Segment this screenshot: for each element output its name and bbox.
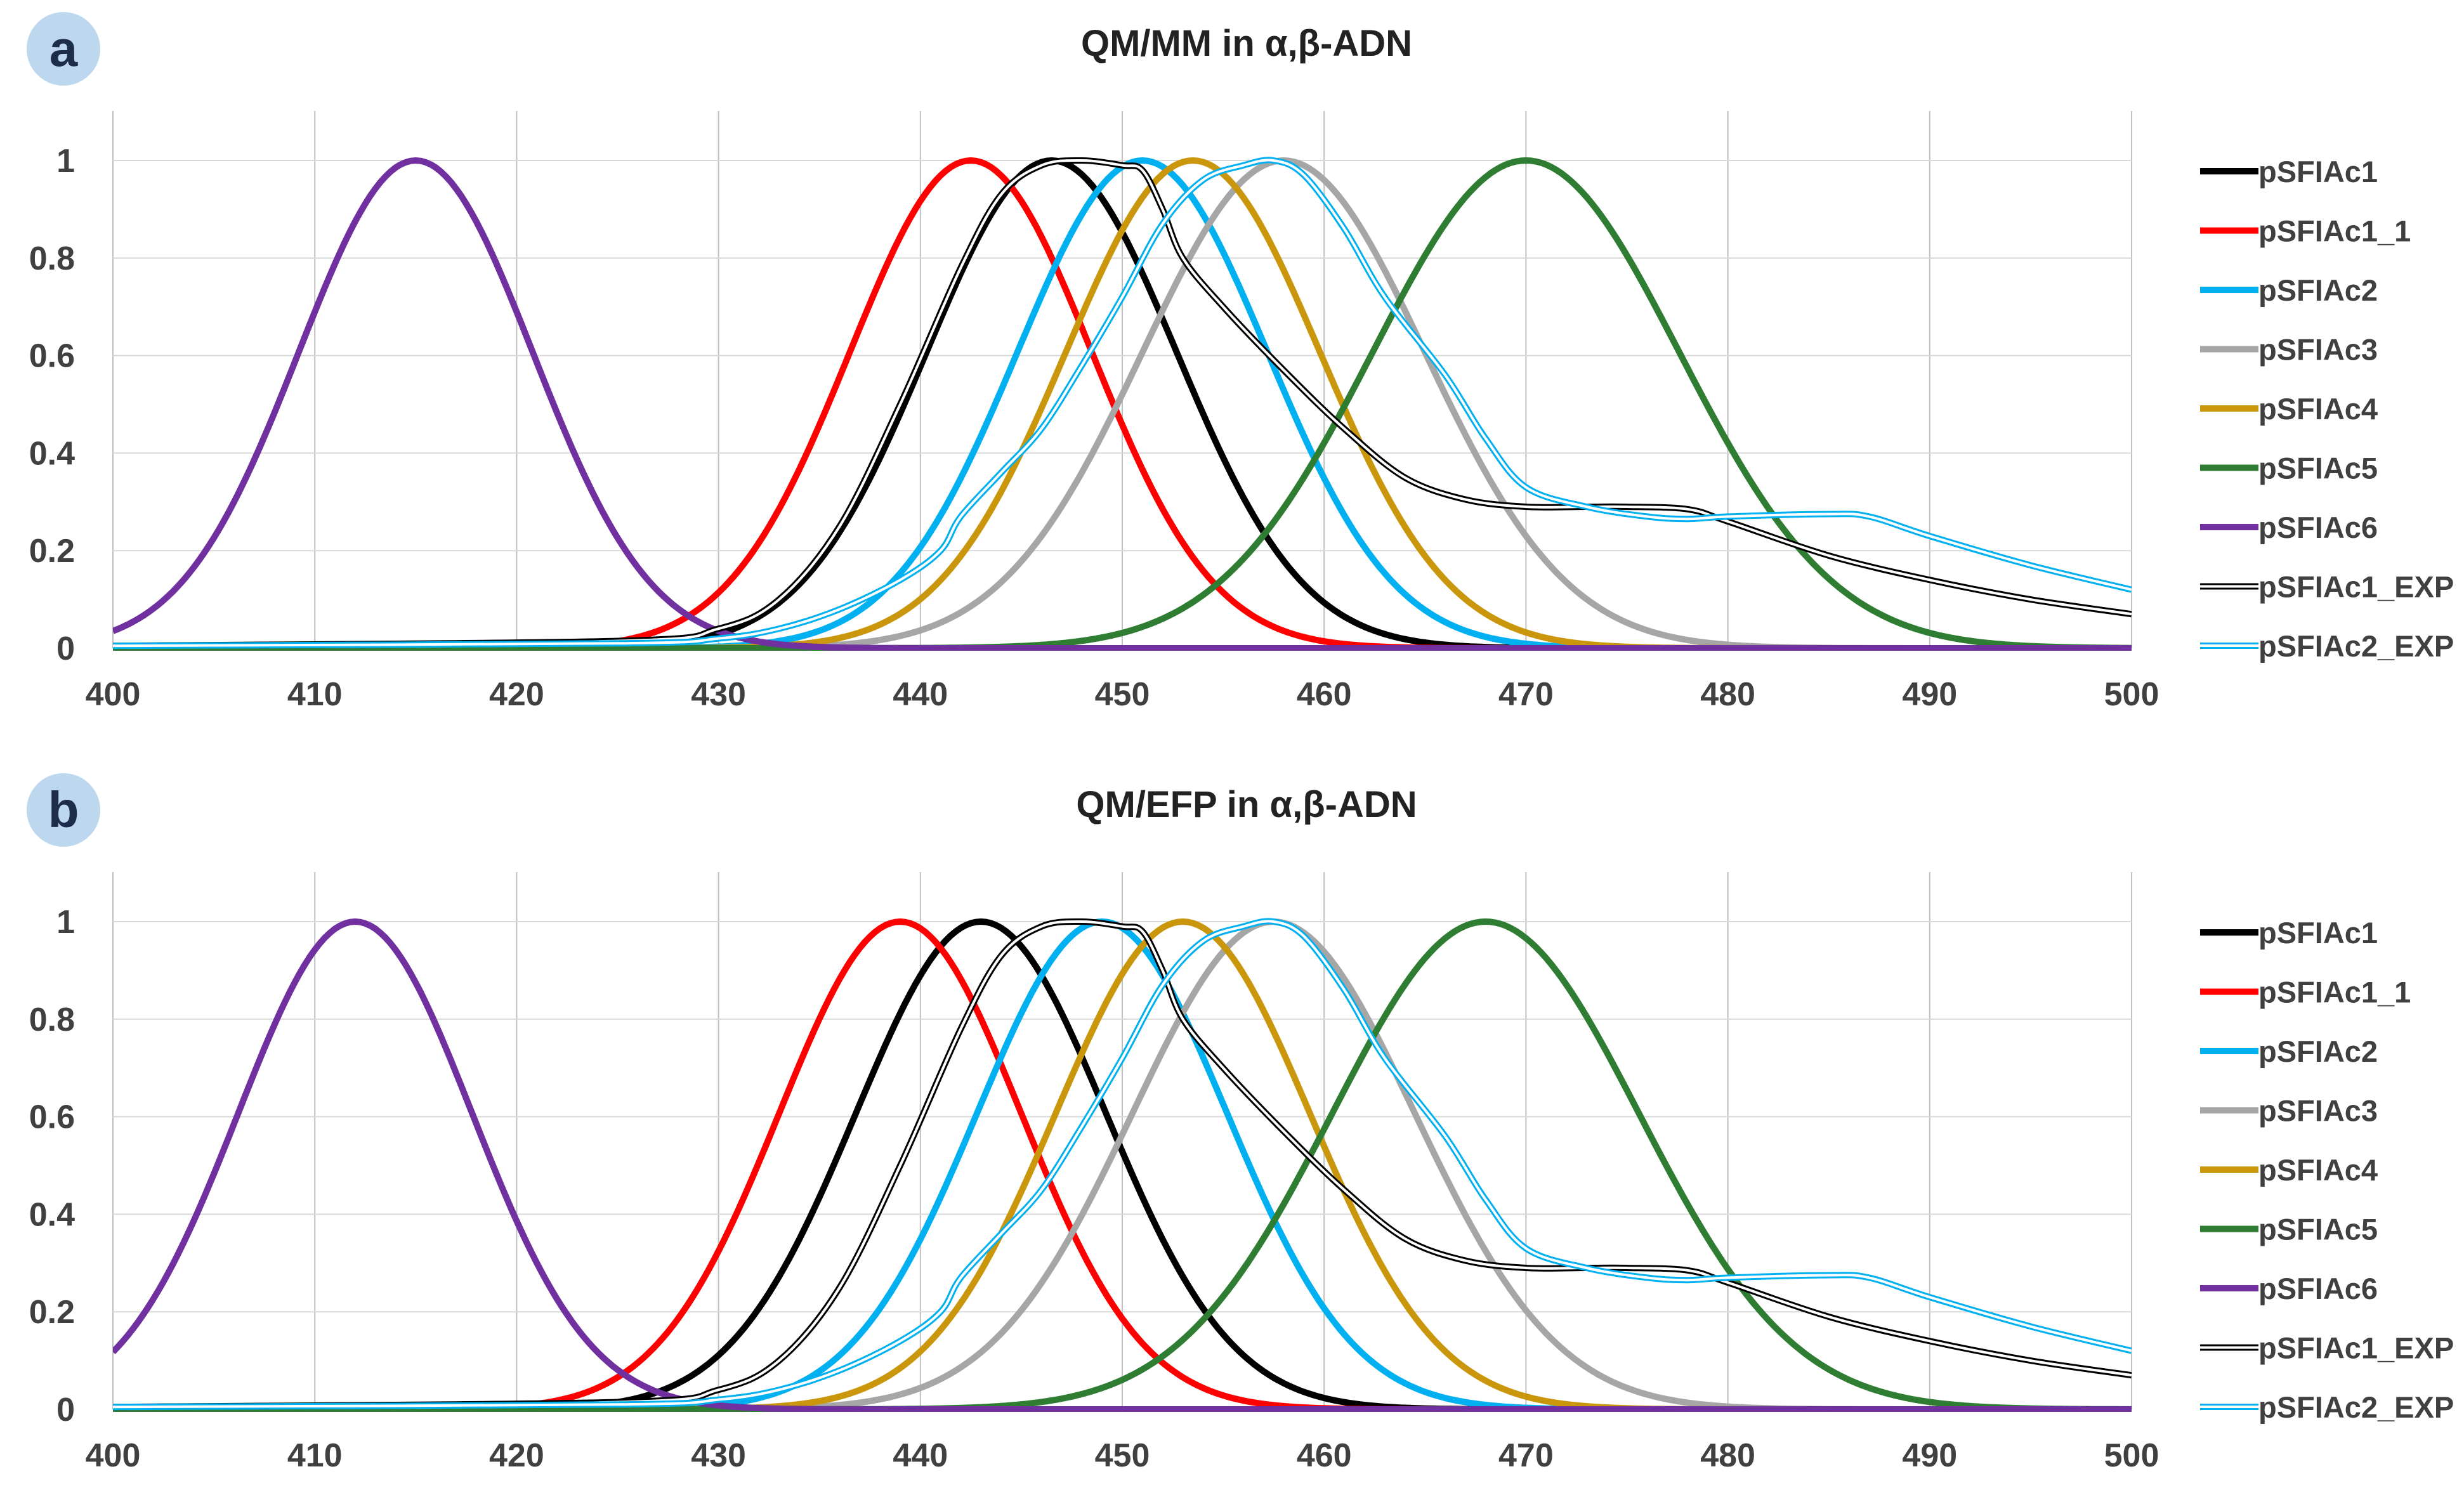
y-tick-label: 0 — [56, 1392, 75, 1428]
legend-item: pSFIAc1_1 — [2200, 976, 2411, 1009]
legend-item: pSFIAc2 — [2200, 1035, 2378, 1068]
x-tick-label: 420 — [489, 676, 544, 713]
legend-item: pSFIAc5 — [2200, 1213, 2378, 1246]
x-tick-label: 430 — [691, 676, 746, 713]
x-tick-label: 450 — [1095, 676, 1150, 713]
chart-title: QM/EFP in α,β-ADN — [1076, 784, 1417, 825]
x-tick-label: 450 — [1095, 1437, 1150, 1474]
legend-label: pSFIAc1_EXP — [2258, 1331, 2454, 1365]
y-tick-label: 0.2 — [29, 533, 75, 570]
panel-label: a — [49, 20, 78, 77]
legend-item: pSFIAc2_EXP — [2200, 629, 2454, 663]
legend-item: pSFIAc1_EXP — [2200, 1331, 2454, 1365]
x-tick-label: 400 — [86, 1437, 141, 1474]
series-line — [113, 918, 2132, 1412]
x-tick-label: 440 — [893, 676, 948, 713]
legend-item: pSFIAc4 — [2200, 1153, 2378, 1187]
x-tick-label: 410 — [287, 1437, 343, 1474]
legend-item: pSFIAc3 — [2200, 1094, 2378, 1128]
legend-label: pSFIAc2_EXP — [2258, 1390, 2454, 1424]
legend-label: pSFIAc2_EXP — [2258, 629, 2454, 663]
legend-item: pSFIAc6 — [2200, 1272, 2378, 1305]
y-tick-label: 0.8 — [29, 240, 75, 277]
legend-label: pSFIAc1_1 — [2258, 976, 2411, 1009]
panel-label-circle — [27, 12, 100, 86]
series-line-inner — [113, 920, 2132, 1409]
legend-item: pSFIAc5 — [2200, 452, 2378, 485]
legend-label: pSFIAc2 — [2258, 273, 2378, 307]
x-tick-label: 490 — [1902, 1437, 1957, 1474]
y-tick-label: 0.8 — [29, 1002, 75, 1038]
legend-item: pSFIAc1_EXP — [2200, 570, 2454, 604]
panel-label: b — [48, 781, 79, 838]
series-line-inner — [113, 159, 2132, 648]
y-tick-label: 0 — [56, 630, 75, 667]
gridlines — [112, 872, 2132, 1410]
x-tick-label: 420 — [489, 1437, 544, 1474]
legend-item: pSFIAc2 — [2200, 273, 2378, 307]
legend-item: pSFIAc6 — [2200, 511, 2378, 544]
legend-label: pSFIAc5 — [2258, 1213, 2378, 1246]
x-tick-label: 500 — [2104, 1437, 2159, 1474]
panel-a: a QM/MM in α,β-ADN 400 410 420 430 440 450 460 47… — [27, 12, 2454, 713]
y-tick-label: 1 — [56, 904, 75, 941]
legend-label: pSFIAc6 — [2258, 511, 2378, 544]
panel-label-badge: a — [27, 12, 100, 86]
legend-item: pSFIAc1 — [2200, 155, 2378, 188]
legend-label: pSFIAc4 — [2258, 392, 2378, 426]
legend-label: pSFIAc1_EXP — [2258, 570, 2454, 604]
x-tick-label: 440 — [893, 1437, 948, 1474]
x-tick-label: 470 — [1498, 1437, 1554, 1474]
legend-label: pSFIAc2 — [2258, 1035, 2378, 1068]
x-tick-label: 490 — [1902, 676, 1957, 713]
legend-item: pSFIAc2_EXP — [2200, 1390, 2454, 1424]
legend-label: pSFIAc3 — [2258, 333, 2378, 367]
y-tick-label: 0.4 — [29, 435, 75, 472]
series-psfiac6 — [113, 918, 2132, 1412]
legend-label: pSFIAc1_1 — [2258, 214, 2411, 248]
x-tick-label: 480 — [1700, 1437, 1755, 1474]
x-tick-label: 480 — [1700, 676, 1755, 713]
x-tick-label: 460 — [1297, 676, 1352, 713]
legend-label: pSFIAc5 — [2258, 452, 2378, 485]
x-tick-label: 500 — [2104, 676, 2159, 713]
gridlines — [112, 111, 2132, 649]
series-line — [113, 157, 2132, 651]
chart-title: QM/MM in α,β-ADN — [1081, 23, 1412, 64]
legend-label: pSFIAc1 — [2258, 155, 2378, 188]
series-psfiac5 — [113, 918, 2132, 1412]
legend-label: pSFIAc3 — [2258, 1094, 2378, 1128]
series-psfiac2-exp — [113, 918, 2132, 1411]
x-tick-label: 430 — [691, 1437, 746, 1474]
legend: pSFIAc1 pSFIAc1_1 pSFIAc2 pSFIAc3 pSFIAc4 pSF… — [2200, 155, 2454, 663]
legend-item: pSFIAc1 — [2200, 916, 2378, 950]
y-tick-label: 0.4 — [29, 1196, 75, 1233]
x-tick-label: 400 — [86, 676, 141, 713]
legend-label: pSFIAc6 — [2258, 1272, 2378, 1305]
series-psfiac6 — [113, 157, 2132, 651]
legend-item: pSFIAc4 — [2200, 392, 2378, 426]
y-tick-label: 1 — [56, 143, 75, 180]
y-tick-label: 0.6 — [29, 338, 75, 375]
legend-item: pSFIAc1_1 — [2200, 214, 2411, 248]
legend-item: pSFIAc3 — [2200, 333, 2378, 367]
series-group — [113, 918, 2132, 1412]
panel-b: b QM/EFP in α,β-ADN 400 410 420 430 440 450 460 4… — [27, 773, 2454, 1474]
series-line — [113, 918, 2132, 1412]
panel-label-badge: b — [27, 773, 100, 847]
series-group — [113, 157, 2132, 651]
legend-label: pSFIAc4 — [2258, 1153, 2378, 1187]
x-tick-label: 410 — [287, 676, 343, 713]
y-tick-label: 0.6 — [29, 1099, 75, 1136]
legend: pSFIAc1 pSFIAc1_1 pSFIAc2 pSFIAc3 pSFIAc4 pSF… — [2200, 916, 2454, 1424]
series-psfiac2-exp — [113, 157, 2132, 650]
x-tick-label: 470 — [1498, 676, 1554, 713]
x-tick-label: 460 — [1297, 1437, 1352, 1474]
legend-label: pSFIAc1 — [2258, 916, 2378, 950]
panel-label-circle — [27, 773, 100, 847]
y-tick-label: 0.2 — [29, 1294, 75, 1331]
